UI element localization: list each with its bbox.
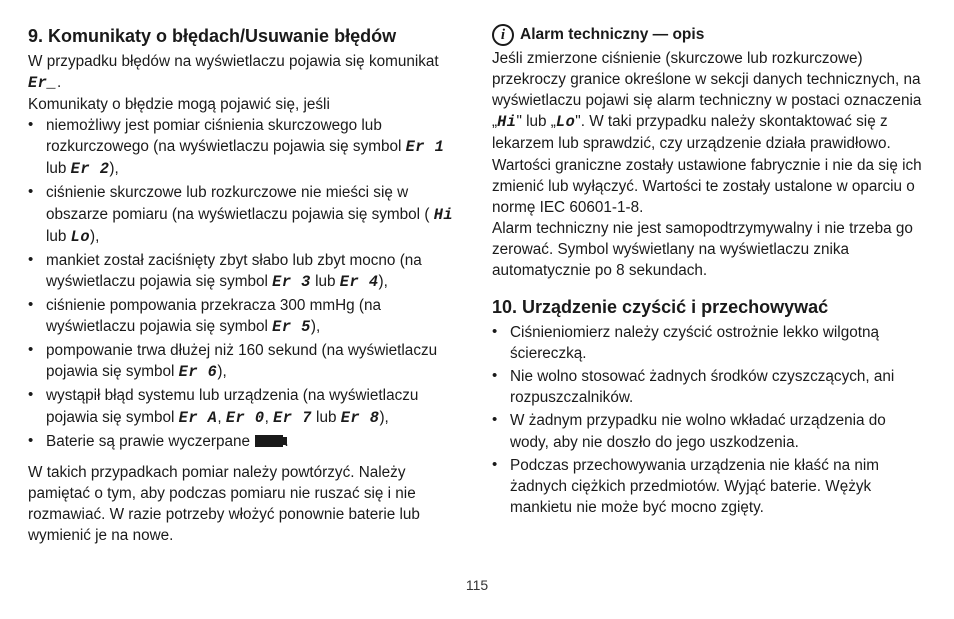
care-item: Nie wolno stosować żadnych środków czysz…	[492, 366, 926, 408]
li-text: pompowanie trwa dłużej niż 160 sekund (n…	[46, 342, 437, 380]
intro-1b: .	[57, 74, 61, 91]
li-text: lub	[46, 228, 71, 245]
li-text: lub	[311, 273, 340, 290]
page-number: 115	[0, 577, 954, 593]
li-text: ,	[265, 409, 274, 426]
li-seg: Er 8	[341, 409, 380, 427]
alarm-p2: Wartości graniczne zostały ustawione fab…	[492, 155, 926, 218]
li-seg: Er A	[179, 409, 218, 427]
info-heading-row: i Alarm techniczny — opis	[492, 24, 926, 46]
seg-hi: Hi	[497, 113, 516, 131]
error-item: wystąpił błąd systemu lub urządzenia (na…	[28, 385, 462, 428]
battery-icon	[255, 435, 283, 447]
li-text: ),	[217, 363, 226, 380]
p1b: " lub „	[516, 113, 555, 130]
li-seg: Er 5	[272, 318, 311, 336]
info-title: Alarm techniczny — opis	[520, 24, 704, 45]
intro-1-seg: Er_	[28, 74, 57, 92]
left-column: 9. Komunikaty o błędach/Usuwanie błędów …	[28, 24, 462, 565]
care-item: Ciśnieniomierz należy czyścić ostrożnie …	[492, 322, 926, 364]
li-seg: Hi	[434, 206, 453, 224]
info-icon: i	[492, 24, 514, 46]
li-seg: Er 6	[179, 363, 218, 381]
li-seg: Er 2	[71, 160, 110, 178]
li-text: ),	[379, 409, 388, 426]
error-item: ciśnienie skurczowe lub rozkurczowe nie …	[28, 182, 462, 247]
closing-paragraph: W takich przypadkach pomiar należy powtó…	[28, 462, 462, 546]
error-item: ciśnienie pompowania przekracza 300 mmHg…	[28, 295, 462, 338]
care-item: W żadnym przypadku nie wolno wkładać urz…	[492, 410, 926, 452]
intro-2: Komunikaty o błędzie mogą pojawić się, j…	[28, 94, 462, 115]
alarm-p3: Alarm techniczny nie jest samopodtrzymyw…	[492, 218, 926, 281]
li-seg: Er 1	[406, 138, 445, 156]
li-text: lub	[312, 409, 341, 426]
li-text: ciśnienie skurczowe lub rozkurczowe nie …	[46, 184, 434, 222]
li-text: ),	[109, 160, 118, 177]
li-seg: Er 3	[272, 273, 311, 291]
li-text: ),	[90, 228, 99, 245]
intro-1: W przypadku błędów na wyświetlaczu pojaw…	[28, 51, 462, 94]
care-list: Ciśnieniomierz należy czyścić ostrożnie …	[492, 322, 926, 518]
error-list: niemożliwy jest pomiar ciśnienia skurczo…	[28, 115, 462, 452]
seg-lo: Lo	[556, 113, 575, 131]
heading-9: 9. Komunikaty o błędach/Usuwanie błędów	[28, 24, 462, 49]
li-text: lub	[46, 160, 71, 177]
error-item: mankiet został zaciśnięty zbyt słabo lub…	[28, 250, 462, 293]
care-item: Podczas przechowywania urządzenia nie kł…	[492, 455, 926, 518]
heading-10: 10. Urządzenie czyścić i przechowywać	[492, 295, 926, 320]
right-column: i Alarm techniczny — opis Jeśli zmierzon…	[492, 24, 926, 565]
li-text: Baterie są prawie wyczerpane	[46, 433, 254, 450]
li-text: ,	[217, 409, 226, 426]
li-text: niemożliwy jest pomiar ciśnienia skurczo…	[46, 117, 406, 155]
li-text: ),	[311, 318, 320, 335]
error-item: pompowanie trwa dłużej niż 160 sekund (n…	[28, 340, 462, 383]
li-seg: Er 4	[340, 273, 379, 291]
li-seg: Er 7	[273, 409, 312, 427]
li-seg: Er 0	[226, 409, 265, 427]
error-item: niemożliwy jest pomiar ciśnienia skurczo…	[28, 115, 462, 180]
error-item-battery: Baterie są prawie wyczerpane .	[28, 431, 462, 452]
intro-1a: W przypadku błędów na wyświetlaczu pojaw…	[28, 53, 439, 70]
li-text: ),	[379, 273, 388, 290]
li-text: ciśnienie pompowania przekracza 300 mmHg…	[46, 297, 381, 335]
li-seg: Lo	[71, 228, 90, 246]
alarm-p1: Jeśli zmierzone ciśnienie (skurczowe lub…	[492, 48, 926, 155]
